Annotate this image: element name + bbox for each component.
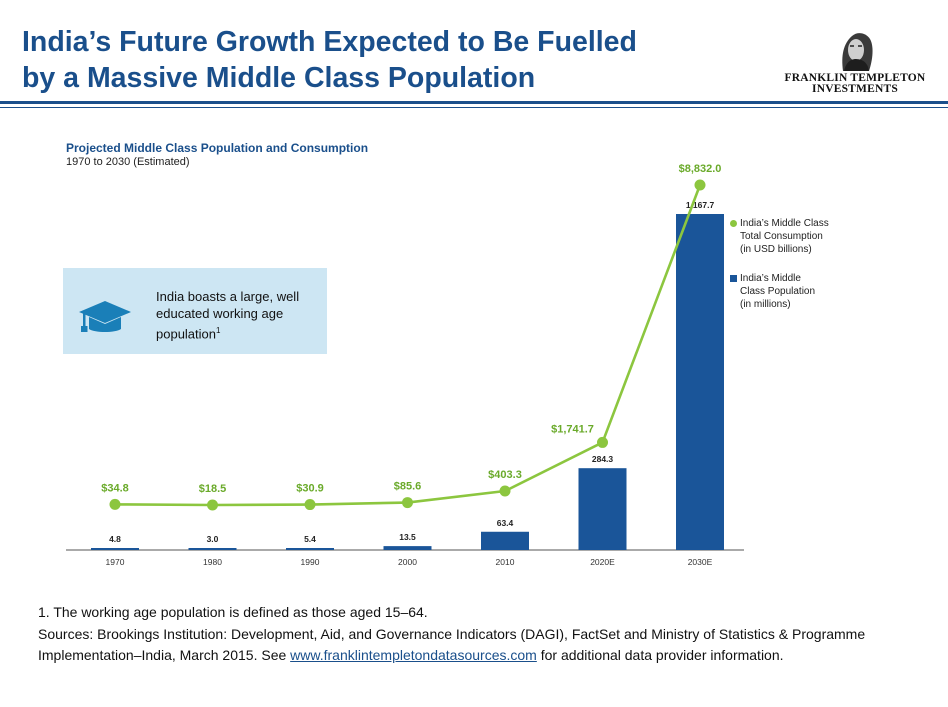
x-tick-label: 2030E (688, 557, 713, 567)
benjamin-franklin-portrait-icon (842, 33, 873, 71)
line-point (402, 497, 413, 509)
legend-square-marker (730, 275, 737, 282)
title-line-1: India’s Future Growth Expected to Be Fue… (22, 26, 637, 58)
graduation-cap-icon (79, 301, 131, 332)
x-tick-label: 1970 (106, 557, 125, 567)
footnote: 1. The working age population is defined… (38, 602, 918, 667)
bar (188, 548, 237, 550)
franklin-templeton-logo: FRANKLIN TEMPLETON INVESTMENTS (780, 26, 930, 96)
line-data-label: $18.5 (199, 483, 227, 495)
x-tick-label: 2020E (590, 557, 615, 567)
x-tick-label: 2000 (398, 557, 417, 567)
legend-line: Total Consumption (740, 231, 823, 242)
bar-data-label: 4.8 (109, 534, 121, 544)
bar (676, 214, 724, 550)
legend-item-population: India’s Middle Class Population (in mill… (730, 272, 850, 311)
line-point (109, 498, 121, 510)
legend-population: India’s Middle Class Population (in mill… (730, 272, 850, 311)
bar-data-label: 5.4 (304, 534, 316, 544)
legend-consumption: India’s Middle Class Total Consumption (… (730, 217, 850, 256)
legend-item-consumption: India’s Middle Class Total Consumption (… (730, 217, 850, 256)
x-tick-label: 1980 (203, 557, 222, 567)
header-rule-thin (0, 107, 948, 108)
legend-dot-marker (730, 220, 737, 227)
callout-box: India boasts a large, well educated work… (63, 268, 327, 354)
bar-data-label: 284.3 (592, 454, 614, 464)
header-rule-thick (0, 101, 948, 104)
callout-footnote-marker: 1 (216, 326, 221, 335)
line-point (304, 499, 316, 511)
line-data-label: $85.6 (394, 481, 422, 493)
line-data-label: $8,832.0 (679, 163, 722, 175)
legend-line: (in millions) (740, 299, 791, 310)
callout-text-body: India boasts a large, well educated work… (156, 289, 300, 342)
bar (91, 548, 139, 550)
title-line-2: by a Massive Middle Class Population (22, 62, 536, 94)
line-data-label: $403.3 (488, 469, 522, 481)
legend-line: (in USD billions) (740, 244, 812, 255)
bar (286, 548, 334, 550)
line-data-label: $34.8 (101, 482, 129, 494)
page-title: India’s Future Growth Expected to Be Fue… (22, 24, 742, 96)
line-point (694, 179, 706, 191)
legend-line: India’s Middle Class (740, 218, 829, 229)
chart-subtitle: 1970 to 2030 (Estimated) (66, 156, 190, 168)
legend-line: Class Population (740, 286, 816, 297)
line-point (499, 485, 511, 497)
bar (578, 468, 627, 550)
x-tick-label: 2010 (496, 557, 515, 567)
bar-data-label: 1,167.7 (686, 200, 715, 210)
logo-text-line-2: INVESTMENTS (812, 83, 898, 95)
line-data-label: $30.9 (296, 483, 324, 495)
x-tick-label: 1990 (301, 557, 320, 567)
chart-title: Projected Middle Class Population and Co… (66, 141, 369, 155)
bar (481, 531, 529, 550)
line-point (597, 436, 608, 448)
bar (383, 546, 432, 550)
line-data-label: $1,741.7 (551, 423, 594, 435)
line-point (207, 499, 218, 511)
logo-text-line-1: FRANKLIN TEMPLETON (784, 72, 926, 84)
sources-text: Sources: Brookings Institution: Developm… (38, 625, 866, 664)
bar-data-label: 3.0 (207, 534, 219, 544)
bar-data-label: 13.5 (399, 532, 416, 542)
data-sources-link[interactable]: www.franklintempletondatasources.com (290, 647, 537, 663)
chart: 4.8 1970 3.0 1980 5.4 1990 13.5 2000 63.4 2010 284… (66, 163, 744, 567)
legend-line: India’s Middle (740, 273, 801, 284)
footnote-sources: Sources: Brookings Institution: Developm… (38, 624, 918, 667)
sources-text-end: for additional data provider information… (536, 647, 784, 663)
callout-text: India boasts a large, well educated work… (156, 288, 324, 342)
footnote-note: 1. The working age population is defined… (38, 604, 428, 620)
bar-data-label: 63.4 (497, 518, 514, 528)
